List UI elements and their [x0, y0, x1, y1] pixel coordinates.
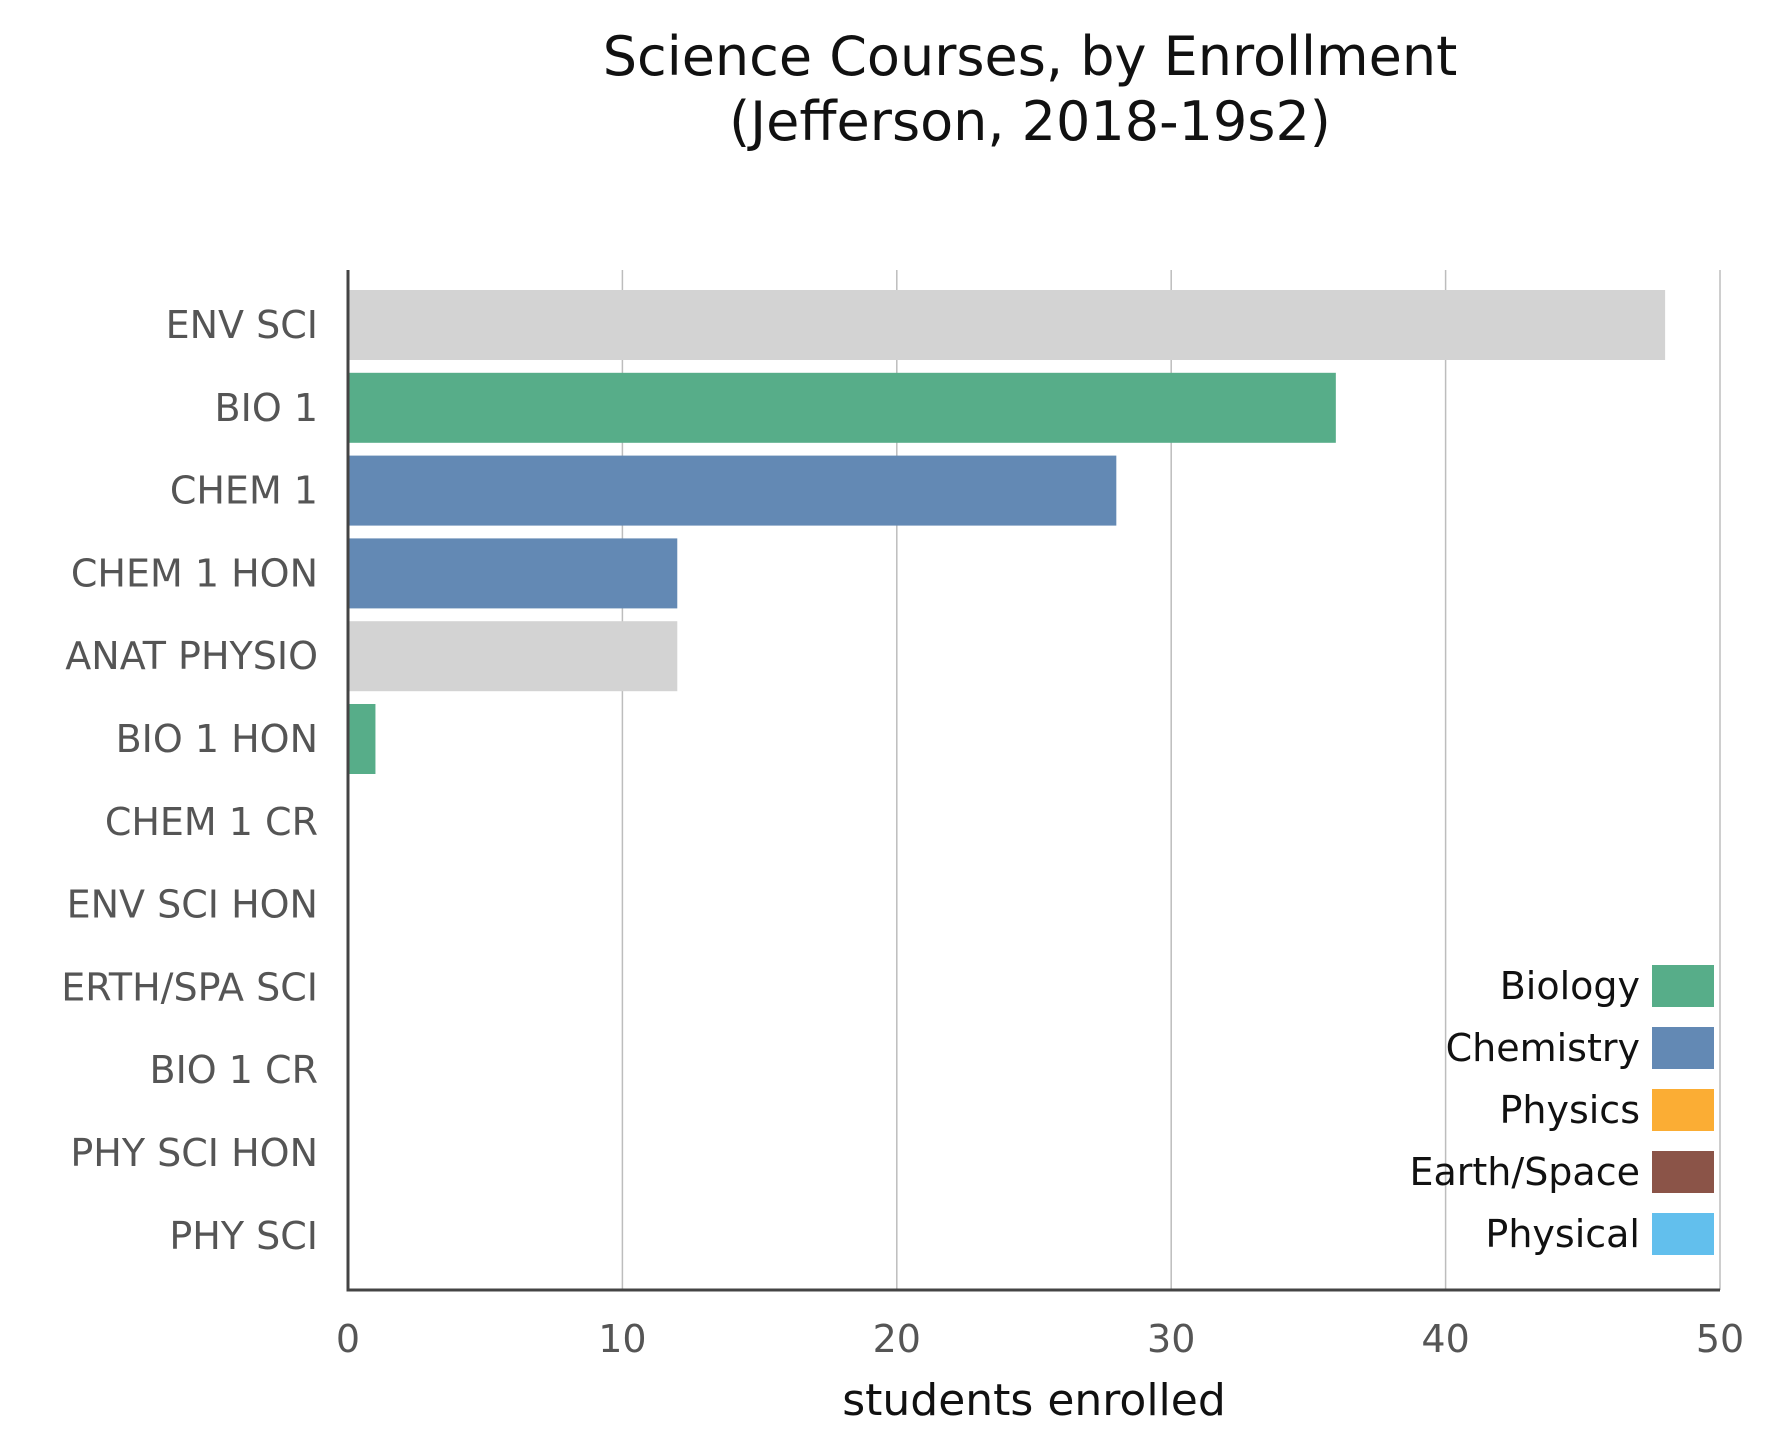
category-labels: ENV SCI BIO 1 CHEM 1 CHEM 1 HON ANAT PHYSIO B… — [61, 303, 318, 1258]
axes — [346, 270, 1720, 1292]
x-tick-label: 20 — [873, 1317, 921, 1361]
legend-swatch — [1652, 1027, 1714, 1069]
x-axis-title: students enrolled — [842, 1375, 1226, 1426]
legend-swatch — [1652, 965, 1714, 1007]
bars — [348, 290, 1666, 774]
x-tick-labels: 0 10 20 30 40 50 — [336, 1317, 1744, 1361]
category-label: PHY SCI HON — [70, 1131, 318, 1175]
category-label: BIO 1 CR — [150, 1048, 318, 1092]
bar — [348, 538, 678, 609]
x-tick-label: 30 — [1147, 1317, 1195, 1361]
bar — [348, 290, 1666, 360]
x-tick-label: 50 — [1696, 1317, 1744, 1361]
category-label: CHEM 1 CR — [105, 800, 318, 844]
category-label: BIO 1 — [215, 386, 318, 430]
category-label: ERTH/SPA SCI — [61, 965, 318, 1009]
category-label: ENV SCI HON — [67, 883, 318, 927]
x-tick-label: 0 — [336, 1317, 360, 1361]
x-tick-label: 10 — [598, 1317, 646, 1361]
bar — [348, 704, 376, 774]
legend-label: Physics — [1499, 1088, 1640, 1132]
bar — [348, 621, 678, 692]
legend-swatch — [1652, 1213, 1714, 1255]
category-label: ENV SCI — [166, 303, 318, 347]
bar — [348, 455, 1117, 526]
legend-label: Biology — [1500, 964, 1640, 1008]
legend-swatch — [1652, 1089, 1714, 1131]
bar — [348, 372, 1336, 443]
category-label: CHEM 1 — [170, 469, 318, 513]
legend: Biology Chemistry Physics Earth/Space Physic… — [1409, 964, 1714, 1256]
category-label: BIO 1 HON — [116, 717, 318, 761]
chart-title-line-1: Science Courses, by Enrollment — [603, 25, 1458, 88]
category-label: CHEM 1 HON — [71, 551, 318, 595]
legend-label: Chemistry — [1446, 1026, 1640, 1070]
legend-swatch — [1652, 1151, 1714, 1193]
chart-title-line-2: (Jefferson, 2018-19s2) — [729, 90, 1331, 153]
x-tick-label: 40 — [1421, 1317, 1469, 1361]
category-label: PHY SCI — [169, 1214, 318, 1258]
legend-label: Earth/Space — [1409, 1150, 1640, 1194]
legend-label: Physical — [1485, 1212, 1640, 1256]
category-label: ANAT PHYSIO — [65, 634, 318, 678]
